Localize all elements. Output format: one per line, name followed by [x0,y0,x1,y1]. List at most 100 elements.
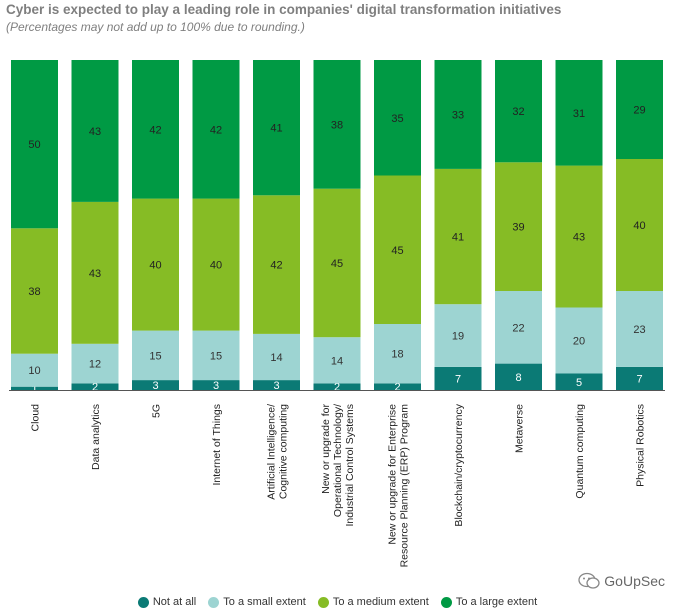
legend-swatch [208,596,220,608]
bar-segment [495,162,542,291]
bar-segment [253,195,300,334]
data-label: 43 [89,268,101,280]
data-label: 43 [573,232,585,244]
data-label: 3 [152,380,158,392]
chart-title: Cyber is expected to play a leading role… [6,2,562,17]
bar-segment [253,60,300,196]
bar-segment [495,291,542,364]
data-label: 3 [213,380,219,392]
data-label: 45 [391,245,403,257]
bar-segment [192,330,240,381]
category-label: Data analytics [90,404,102,470]
legend-swatch [317,596,329,608]
category-label: 5G [151,404,163,418]
legend-label: To a small extent [223,596,306,608]
legend-item: To a medium extent [317,596,429,608]
bar-stack: 3 15 40 42 [192,60,240,392]
bar-segment [192,60,240,199]
data-label: 5 [576,377,582,389]
bar-segment [192,380,240,390]
bar-segment [555,165,603,308]
legend-label: To a medium extent [332,596,429,608]
data-label: 18 [391,349,403,361]
bar-stack: 3 15 40 42 [132,60,179,392]
bar-segment [313,383,361,390]
category-label: Metaverse [514,404,526,453]
category-label: Blockchain/cryptocurrency [453,403,465,526]
bar-segment [555,60,603,166]
data-label: 12 [89,359,101,371]
bar-stack: 3 14 42 41 [253,60,300,392]
bar-segment [313,60,361,189]
bar-segment [132,380,179,390]
data-label: 50 [28,139,40,151]
bar-segment [434,304,482,367]
data-label: 43 [89,126,101,138]
bar-segment [616,291,663,367]
bar-segment [253,380,300,390]
bar-segment [555,307,603,374]
legend-item: To a small extent [208,596,306,608]
bar-stack: 7 23 40 29 [616,60,663,390]
legend-item: Not at all [137,596,197,608]
legend-swatch [137,596,149,608]
bar-segment [11,353,58,387]
data-label: 15 [149,350,161,362]
bar-segment [374,324,421,384]
data-label: 41 [452,232,464,244]
bar-segment [555,373,603,390]
data-label: 40 [210,260,222,272]
data-label: 22 [512,322,524,334]
chart-subtitle: (Percentages may not add up to 100% due … [6,20,305,34]
data-label: 2 [334,382,340,394]
bar-segment [192,198,240,331]
data-label: 31 [573,108,585,120]
bar-segment [11,60,58,229]
bar-segment [253,333,300,381]
bar-segment [313,337,361,384]
data-label: 7 [455,373,461,385]
bar-segment [374,175,421,324]
bar-segment [616,159,663,291]
data-label: 3 [273,380,279,392]
data-label: 40 [149,260,161,272]
bar-segment [132,60,179,199]
legend-label: To a large extent [455,596,538,608]
bar-segment [616,366,663,390]
data-label: 33 [452,109,464,121]
watermark-text: GoUpSec [604,573,665,589]
bar-segment [71,383,119,390]
data-label: 40 [633,220,645,232]
bar-segment [132,330,179,381]
data-label: 7 [636,373,642,385]
category-label: Cloud [30,404,42,432]
chart-legend: Not at all To a small extent To a medium e… [0,594,675,610]
data-label: 42 [149,124,161,136]
data-label: 20 [573,336,585,348]
legend-label: Not at all [152,596,197,608]
legend-item: To a large extent [440,596,538,608]
bar-stack: 1 10 38 50 [11,60,58,395]
data-label: 8 [515,372,521,384]
data-label: 38 [331,119,343,131]
bar-segment [434,168,482,305]
bar-segment [495,363,542,390]
bar-stack: 2 12 43 43 [71,60,119,394]
data-label: 32 [512,106,524,118]
data-label: 10 [28,365,40,377]
bar-segment [495,60,542,163]
watermark: GoUpSec [578,572,665,590]
bar-stack: 8 22 39 32 [495,60,542,390]
data-label: 14 [331,355,343,367]
category-label: New or upgrade forOperational Technology… [320,404,356,527]
data-label: 2 [92,382,98,394]
data-label: 35 [391,113,403,125]
category-label: Artificial Intelligence/Cognitive comput… [266,404,290,500]
bar-segment [11,386,58,390]
bar-segment [313,188,361,338]
data-label: 19 [452,331,464,343]
data-label: 39 [512,222,524,234]
data-label: 14 [270,352,282,364]
data-label: 1 [31,383,37,395]
category-label: Internet of Things [211,404,223,486]
